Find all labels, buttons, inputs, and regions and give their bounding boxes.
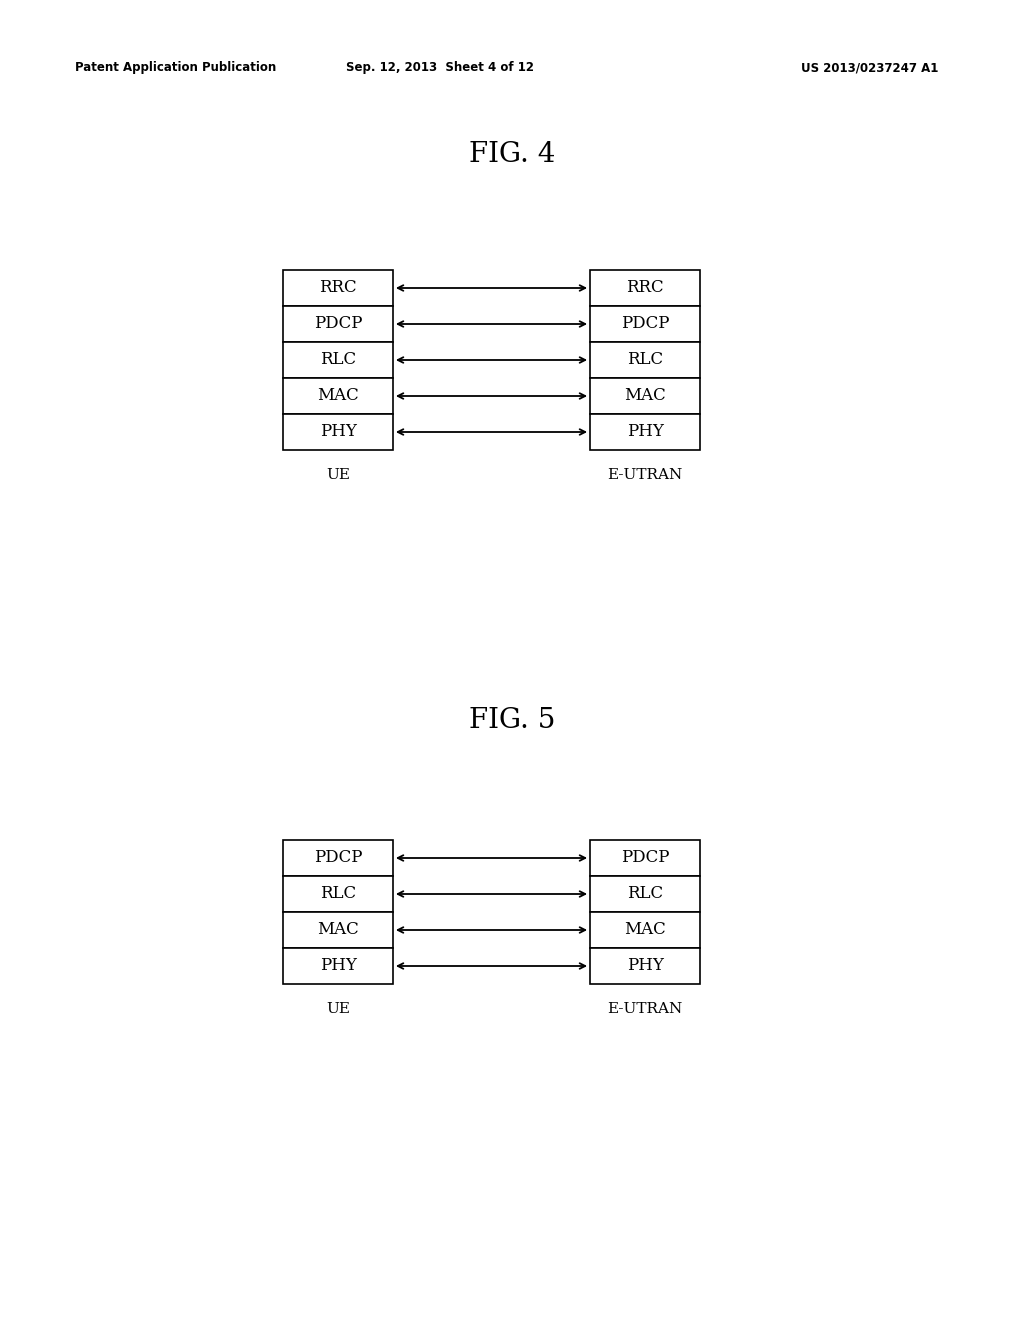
Text: RRC: RRC [627, 280, 664, 297]
Bar [590, 271, 700, 306]
Text: FIG. 4: FIG. 4 [469, 141, 555, 169]
Text: PHY: PHY [627, 957, 664, 974]
Bar [283, 306, 393, 342]
Bar [283, 876, 393, 912]
Bar [590, 378, 700, 414]
Bar [283, 912, 393, 948]
Bar [590, 414, 700, 450]
Bar [590, 342, 700, 378]
Text: PDCP: PDCP [313, 850, 362, 866]
Text: PDCP: PDCP [313, 315, 362, 333]
Bar [590, 876, 700, 912]
Text: RLC: RLC [319, 886, 356, 903]
Text: FIG. 5: FIG. 5 [469, 706, 555, 734]
Bar [590, 948, 700, 983]
Text: RLC: RLC [627, 351, 664, 368]
Bar [283, 378, 393, 414]
Text: PHY: PHY [627, 424, 664, 441]
Text: RLC: RLC [319, 351, 356, 368]
Text: PDCP: PDCP [621, 850, 670, 866]
Text: UE: UE [326, 469, 350, 482]
Text: PDCP: PDCP [621, 315, 670, 333]
Bar [283, 840, 393, 876]
Text: US 2013/0237247 A1: US 2013/0237247 A1 [802, 62, 939, 74]
Bar [283, 342, 393, 378]
Text: RRC: RRC [319, 280, 356, 297]
Text: MAC: MAC [624, 921, 666, 939]
Text: Patent Application Publication: Patent Application Publication [75, 62, 276, 74]
Text: MAC: MAC [317, 921, 358, 939]
Text: MAC: MAC [317, 388, 358, 404]
Text: Sep. 12, 2013  Sheet 4 of 12: Sep. 12, 2013 Sheet 4 of 12 [346, 62, 534, 74]
Bar [283, 948, 393, 983]
Text: PHY: PHY [319, 957, 356, 974]
Bar [590, 306, 700, 342]
Bar [590, 840, 700, 876]
Bar [283, 414, 393, 450]
Bar [283, 271, 393, 306]
Text: MAC: MAC [624, 388, 666, 404]
Text: E-UTRAN: E-UTRAN [607, 469, 683, 482]
Text: PHY: PHY [319, 424, 356, 441]
Text: RLC: RLC [627, 886, 664, 903]
Text: UE: UE [326, 1002, 350, 1016]
Text: E-UTRAN: E-UTRAN [607, 1002, 683, 1016]
Bar [590, 912, 700, 948]
